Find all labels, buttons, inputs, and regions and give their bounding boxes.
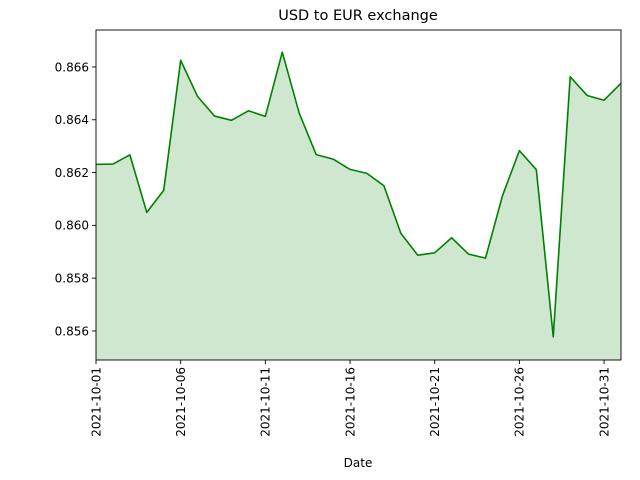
chart-title: USD to EUR exchange [278, 8, 438, 24]
x-tick-label: 2021-10-21 [428, 367, 442, 437]
plot-area: 0.856 0.858 0.860 0.862 0.864 0.866 2021-10-01… [55, 29, 622, 437]
x-tick-label: 2021-10-26 [513, 367, 527, 437]
x-tick-label: 2021-10-16 [343, 367, 357, 437]
y-tick-label: 0.862 [55, 166, 89, 180]
x-tick-label: 2021-10-06 [174, 367, 188, 437]
series-line [95, 51, 622, 338]
y-tick-label: 0.864 [55, 113, 89, 127]
y-tick-label: 0.858 [55, 271, 89, 285]
y-tick-label: 0.856 [55, 324, 89, 338]
x-tick-label: 2021-10-11 [259, 367, 273, 437]
x-tick-label: 2021-10-31 [597, 367, 611, 437]
x-axis-label: Date [344, 456, 373, 470]
y-tick-label: 0.866 [55, 60, 89, 74]
y-tick-label: 0.860 [55, 219, 89, 233]
plot-frame [95, 29, 622, 361]
area-fill [96, 52, 621, 361]
x-tick-label: 2021-10-01 [89, 367, 103, 437]
